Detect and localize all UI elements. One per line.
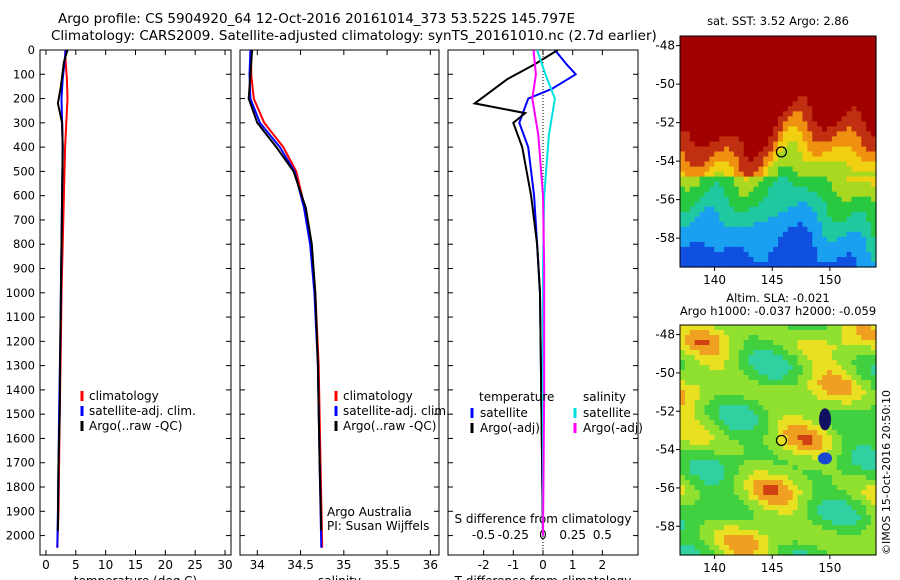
map-0-field	[680, 36, 877, 268]
s-tick-label: 0.5	[593, 528, 612, 542]
y-tick-label: 300	[13, 116, 35, 130]
legend-label: Argo(-adj)	[583, 421, 643, 435]
y-tick-label: 1200	[6, 334, 35, 348]
map-y-tick-label: -54	[655, 443, 675, 457]
y-tick-label: 1700	[6, 456, 35, 470]
x-tick-label: 10	[98, 558, 113, 572]
x-tick-label: 30	[217, 558, 232, 572]
argo-position-marker	[775, 434, 788, 447]
s-tick-label: -0.25	[498, 528, 529, 542]
s-tick-label: 0.25	[559, 528, 586, 542]
legend-label: Argo(-adj)	[480, 421, 540, 435]
y-tick-label: 100	[13, 67, 35, 81]
y-tick-label: 1100	[6, 310, 35, 324]
map-y-tick-label: -52	[655, 116, 675, 130]
legend-label: Argo(..raw -QC)	[89, 419, 182, 433]
legend-label: satellite	[583, 406, 631, 420]
panel-1-frame	[239, 49, 440, 556]
map-y-tick-label: -56	[655, 193, 675, 207]
map-x-tick-label: 150	[818, 273, 841, 287]
y-tick-label: 200	[13, 92, 35, 106]
x-tick-label: 15	[128, 558, 143, 572]
y-tick-label: 500	[13, 164, 35, 178]
map-y-tick-label: -56	[655, 481, 675, 495]
series-line	[472, 49, 559, 536]
legend-label: satellite-adj. clim.	[343, 404, 450, 418]
x-tick-label: 5	[72, 558, 80, 572]
map-1-title: Altim. SLA: -0.021	[726, 291, 830, 305]
x-tick-label: 35.5	[374, 558, 401, 572]
title-line-2: Climatology: CARS2009. Satellite-adjuste…	[51, 28, 657, 44]
map-x-tick-label: 140	[703, 273, 726, 287]
y-tick-label: 800	[13, 237, 35, 251]
x-tick-label: 20	[158, 558, 173, 572]
x-tick-label: 2	[599, 558, 607, 572]
map-x-tick-label: 145	[761, 561, 784, 575]
map-y-tick-label: -52	[655, 404, 675, 418]
y-tick-label: 1500	[6, 407, 35, 421]
map-y-tick-label: -50	[655, 77, 675, 91]
annotation-text: PI: Susan Wijffels	[327, 519, 429, 533]
y-tick-label: 400	[13, 140, 35, 154]
map-y-tick-label: -58	[655, 231, 675, 245]
x-tick-label: 34.5	[287, 558, 314, 572]
x-tick-label: 34	[250, 558, 265, 572]
s-tick-label: -0.5	[472, 528, 495, 542]
x-tick-label: -1	[507, 558, 519, 572]
map-y-tick-label: -58	[655, 519, 675, 533]
panel-2-xlabel: T difference from climatology	[454, 574, 632, 580]
y-tick-label: 1600	[6, 431, 35, 445]
map-1-frame	[679, 324, 877, 556]
x-tick-label: 0	[539, 558, 547, 572]
panel-0-frame	[39, 49, 232, 556]
x-tick-label: 1	[569, 558, 577, 572]
map-y-tick-label: -48	[655, 39, 675, 53]
map-1-subtitle: Argo h1000: -0.037 h2000: -0.059	[680, 304, 876, 318]
eddy-blob	[818, 452, 833, 465]
y-tick-label: 2000	[6, 529, 35, 543]
map-x-tick-label: 140	[703, 561, 726, 575]
legend-label: satellite-adj. clim.	[89, 404, 196, 418]
y-tick-label: 0	[28, 43, 35, 57]
panel-1-xlabel: salinity	[318, 574, 361, 580]
x-tick-label: 35	[336, 558, 351, 572]
annotation-text: Argo Australia	[327, 505, 412, 519]
y-tick-label: 700	[13, 213, 35, 227]
series-line	[536, 49, 556, 536]
y-tick-label: 1000	[6, 286, 35, 300]
legend-label: Argo(..raw -QC)	[343, 419, 436, 433]
x-tick-label: -2	[478, 558, 490, 572]
y-tick-label: 1300	[6, 359, 35, 373]
map-0-title: sat. SST: 3.52 Argo: 2.86	[707, 14, 849, 28]
y-tick-label: 600	[13, 189, 35, 203]
map-y-tick-label: -54	[655, 154, 675, 168]
legend-heading: salinity	[583, 390, 626, 404]
legend-heading: temperature	[479, 390, 554, 404]
legend-label: climatology	[89, 389, 159, 403]
x-tick-label: 25	[188, 558, 203, 572]
map-1-field	[680, 325, 877, 556]
series-line	[531, 49, 546, 536]
map-0-frame	[679, 35, 877, 268]
x-tick-label: 36	[423, 558, 438, 572]
map-x-tick-label: 145	[761, 273, 784, 287]
title-line-1: Argo profile: CS 5904920_64 12-Oct-2016 …	[58, 11, 576, 27]
x-tick-label: 0	[42, 558, 50, 572]
map-y-tick-label: -48	[655, 328, 675, 342]
argo-position-marker	[775, 146, 788, 158]
map-y-tick-label: -50	[655, 366, 675, 380]
y-tick-label: 1800	[6, 480, 35, 494]
y-tick-label: 1900	[6, 504, 35, 518]
series-line	[247, 49, 323, 531]
series-line	[56, 49, 69, 531]
y-tick-label: 900	[13, 262, 35, 276]
legend-label: satellite	[480, 406, 528, 420]
y-tick-label: 1400	[6, 383, 35, 397]
map-x-tick-label: 150	[818, 561, 841, 575]
panel-0-xlabel: temperature (deg C)	[74, 574, 197, 580]
eddy-blob	[819, 408, 832, 431]
legend-label: climatology	[343, 389, 413, 403]
